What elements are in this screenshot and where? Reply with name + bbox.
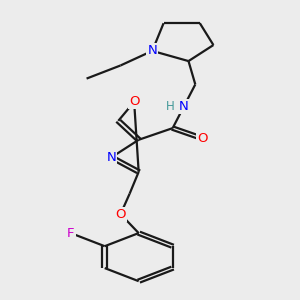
Text: N: N (106, 151, 116, 164)
Text: O: O (115, 208, 126, 220)
Text: H: H (166, 100, 175, 113)
Text: O: O (197, 132, 207, 145)
Text: N: N (147, 44, 157, 57)
Text: N: N (179, 100, 189, 113)
Text: F: F (67, 226, 74, 240)
Text: O: O (129, 95, 140, 108)
